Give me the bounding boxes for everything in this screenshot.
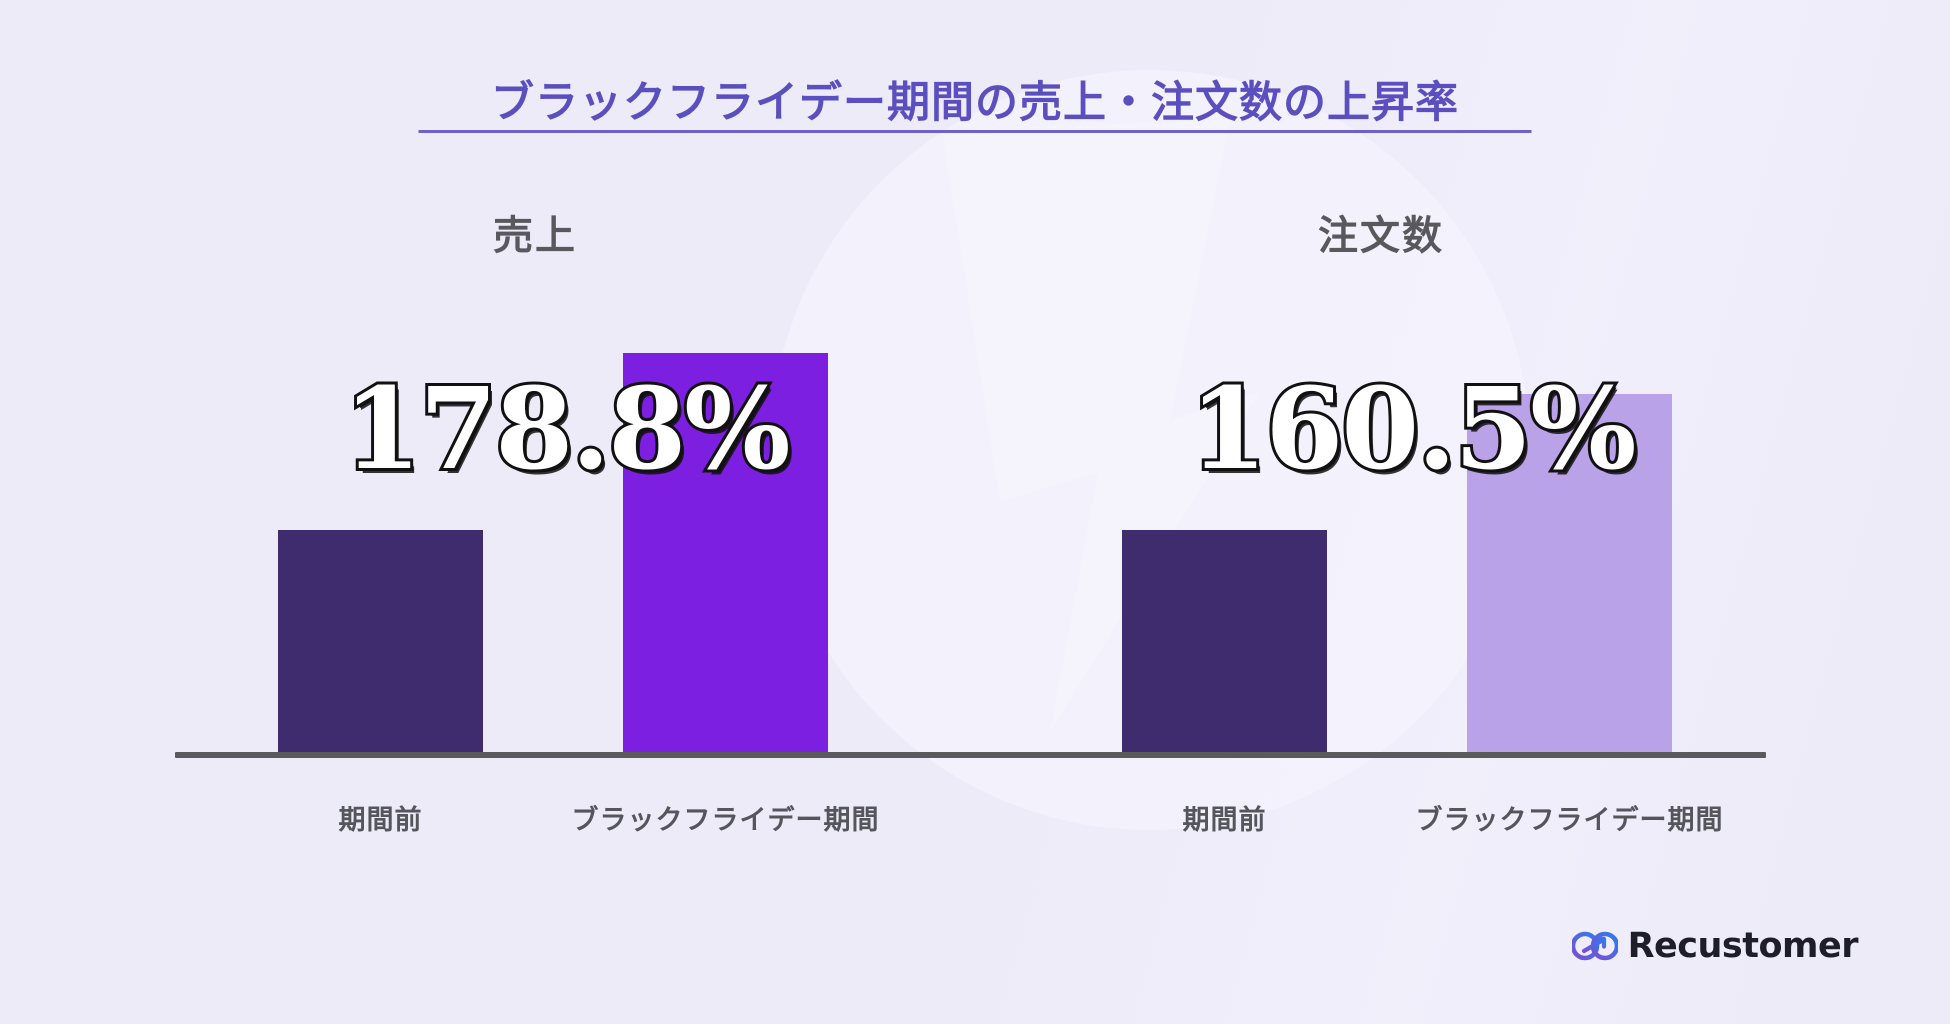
- brand-logo: Recustomer: [1571, 926, 1859, 966]
- x-axis-label-orders-before: 期間前: [1182, 805, 1267, 835]
- x-axis-label-orders-blackfriday: ブラックフライデー期間: [1415, 805, 1724, 835]
- x-axis-label-sales-before: 期間前: [338, 805, 423, 835]
- bar-sales-before: [278, 530, 483, 755]
- value-label-sales: 178.8%: [340, 364, 793, 495]
- group-label-sales: 売上: [493, 214, 577, 258]
- title-underline: [418, 130, 1532, 133]
- bar-orders-blackfriday: [1467, 393, 1672, 755]
- x-axis-label-sales-blackfriday: ブラックフライデー期間: [571, 805, 880, 835]
- value-label-orders: 160.5%: [1186, 364, 1639, 495]
- page-title: ブラックフライデー期間の売上・注文数の上昇率: [491, 79, 1459, 127]
- bar-orders-before: [1122, 530, 1327, 755]
- brand-name: Recustomer: [1627, 926, 1859, 966]
- group-label-orders: 注文数: [1318, 214, 1444, 258]
- axis-baseline: [175, 752, 1766, 758]
- infinity-arrow-icon: [1571, 931, 1618, 961]
- bar-sales-blackfriday: [623, 352, 828, 755]
